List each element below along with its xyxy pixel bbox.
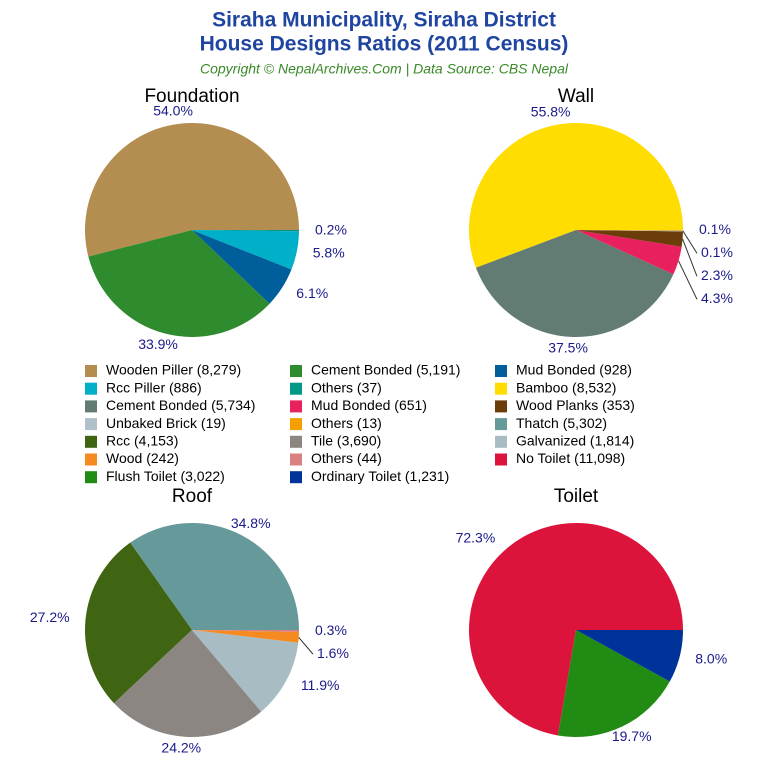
subtitle: Copyright © NepalArchives.Com | Data Sou…	[200, 61, 569, 77]
pie-slice	[192, 230, 299, 232]
pie-label: 0.1%	[699, 221, 731, 237]
legend-swatch	[495, 435, 507, 448]
legend-label: Bamboo (8,532)	[516, 379, 616, 395]
pie-slice	[192, 630, 299, 643]
pie-label: 33.9%	[138, 336, 178, 352]
legend-swatch	[85, 382, 97, 395]
legend-swatch	[85, 400, 97, 413]
legend-label: Ordinary Toilet (1,231)	[311, 468, 449, 484]
legend-swatch	[495, 365, 507, 377]
legend-swatch	[85, 453, 97, 466]
pie-title: Wall	[558, 86, 594, 107]
legend-swatch	[85, 365, 97, 377]
pie-label: 6.1%	[296, 285, 328, 301]
legend-swatch	[495, 400, 507, 413]
legend-swatch	[85, 471, 97, 484]
pie-label: 0.1%	[701, 244, 733, 260]
pie-label: 19.7%	[612, 728, 652, 744]
pie-label: 24.2%	[161, 740, 201, 756]
pie-label: 55.8%	[531, 104, 571, 120]
legend-label: Wood (242)	[106, 450, 179, 466]
legend-label: Mud Bonded (928)	[516, 362, 632, 378]
pie-label: 54.0%	[153, 103, 193, 119]
pie-label: 4.3%	[701, 290, 733, 306]
pie-slice	[557, 630, 670, 738]
pie-title: Roof	[172, 486, 213, 507]
pie-title: Foundation	[144, 86, 239, 107]
pie-label: 5.8%	[313, 244, 345, 260]
pie-slice	[469, 123, 683, 268]
legend-swatch	[85, 418, 97, 431]
legend-label: Unbaked Brick (19)	[106, 415, 226, 431]
legend-swatch	[290, 418, 302, 431]
legend-label: Cement Bonded (5,191)	[311, 362, 460, 378]
legend-label: Flush Toilet (3,022)	[106, 468, 225, 484]
pie-label: 37.5%	[548, 340, 588, 356]
pie-slice	[192, 230, 299, 270]
legend-label: Mud Bonded (651)	[311, 397, 427, 413]
legend-label: Others (44)	[311, 450, 382, 466]
pie-slice	[130, 523, 299, 630]
legend-label: Cement Bonded (5,734)	[106, 397, 255, 413]
legend-label: Thatch (5,302)	[516, 415, 607, 431]
legend-swatch	[85, 435, 97, 448]
legend-swatch	[495, 382, 507, 395]
pie-slice	[88, 230, 270, 337]
pie-label: 8.0%	[695, 650, 727, 666]
pie-slice	[475, 230, 674, 338]
pie-title: Toilet	[554, 486, 599, 507]
legend-label: Rcc (4,153)	[106, 433, 178, 449]
pie-slice	[84, 122, 300, 257]
pie-label: 0.2%	[315, 221, 347, 237]
pie-slice	[192, 630, 299, 633]
title-line: House Designs Ratios (2011 Census)	[200, 33, 569, 56]
pie-slice	[576, 230, 683, 232]
pie-slice	[576, 230, 683, 247]
pie-slice	[85, 542, 192, 704]
pie-slice	[114, 630, 262, 738]
pie-label: 1.6%	[317, 645, 349, 661]
legend-swatch	[290, 400, 302, 413]
legend-label: Tile (3,690)	[311, 433, 381, 449]
legend-label: Others (37)	[311, 379, 382, 395]
legend-label: Rcc Piller (886)	[106, 379, 202, 395]
pie-label: 11.9%	[301, 677, 340, 693]
pie-label: 27.2%	[30, 609, 70, 625]
leader-line	[298, 637, 314, 655]
legend-label: Others (13)	[311, 415, 382, 431]
pie-slice	[576, 630, 683, 682]
pie-label: 72.3%	[456, 530, 496, 546]
legend-label: Wooden Piller (8,279)	[106, 362, 241, 378]
legend-swatch	[290, 453, 302, 466]
pie-slice	[468, 523, 683, 736]
pie-label: 34.8%	[231, 515, 271, 531]
pie-slice	[192, 230, 292, 304]
legend-label: Galvanized (1,814)	[516, 433, 634, 449]
pie-label: 0.3%	[315, 622, 347, 638]
pie-slice	[192, 630, 299, 712]
legend-label: Wood Planks (353)	[516, 397, 635, 413]
pie-slice	[576, 230, 682, 275]
pie-slice	[576, 230, 683, 231]
leader-line	[678, 260, 698, 300]
legend-swatch	[290, 435, 302, 448]
leader-line	[682, 238, 698, 277]
legend-swatch	[495, 418, 507, 431]
pie-label: 2.3%	[701, 267, 733, 283]
legend-swatch	[495, 453, 507, 466]
leader-line	[682, 230, 698, 254]
legend-swatch	[290, 382, 302, 395]
legend-label: No Toilet (11,098)	[516, 450, 625, 466]
title-line: Siraha Municipality, Siraha District	[212, 9, 556, 32]
legend-swatch	[290, 471, 302, 484]
legend-swatch	[290, 365, 302, 377]
